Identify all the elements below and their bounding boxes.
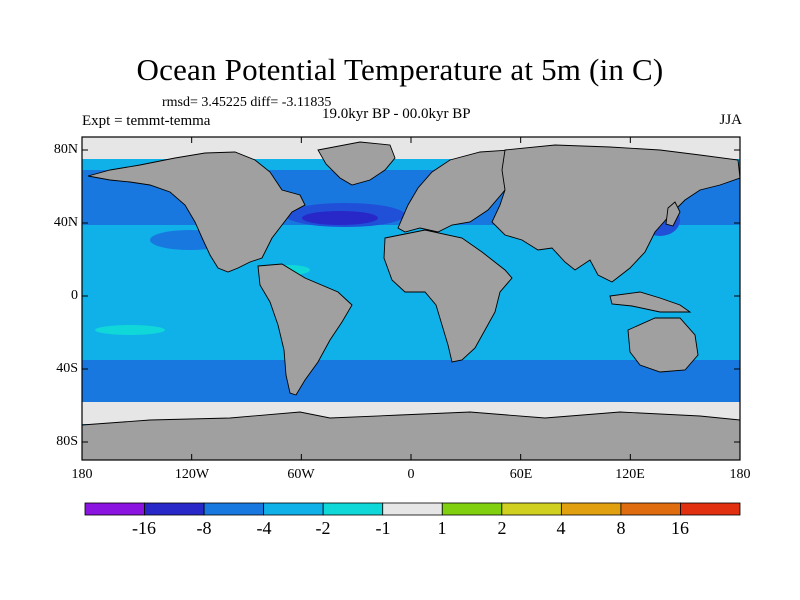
colorbar-label: -16 <box>132 518 156 538</box>
colorbar-label: 2 <box>497 518 507 538</box>
lon-tick-60w: 60W <box>287 467 315 482</box>
antarctica <box>82 411 740 460</box>
southeast-asia-islands <box>609 291 692 313</box>
lon-tick-60e: 60E <box>509 467 533 482</box>
colorbar-label: 1 <box>437 518 447 538</box>
period-label: 19.0kyr BP - 00.0kyr BP <box>322 106 471 122</box>
patch-cyan-pacific <box>95 325 165 335</box>
colorbar-swatch <box>84 502 145 516</box>
lon-tick-120w: 120W <box>174 467 210 482</box>
colorbar-label: 16 <box>671 518 689 538</box>
africa <box>383 229 513 363</box>
colorbar-swatch <box>263 502 324 516</box>
stats-text: rmsd= 3.45225 diff= -3.11835 <box>162 95 332 110</box>
colorbar-swatch <box>382 502 443 516</box>
map-area <box>82 137 740 460</box>
south-america <box>257 263 353 396</box>
lat-tick-80s: 80S <box>56 434 78 449</box>
colorbar-swatch <box>560 502 622 516</box>
colorbar-label: 8 <box>616 518 626 538</box>
lon-tick-180e: 180 <box>729 467 751 482</box>
lat-tick-40s: 40S <box>56 361 78 376</box>
colorbar-label: -4 <box>256 518 272 538</box>
band-southern-cold <box>82 360 740 408</box>
japan <box>665 201 681 227</box>
map-title: Ocean Potential Temperature at 5m (in C) <box>136 52 664 87</box>
colorbar-swatch <box>144 502 205 516</box>
colorbar <box>84 502 741 516</box>
asia <box>491 144 740 283</box>
colorbar-label: -8 <box>196 518 212 538</box>
band-north-atlantic-core <box>302 211 378 225</box>
colorbar-label: 4 <box>556 518 566 538</box>
season-label: JJA <box>719 112 742 128</box>
experiment-label: Expt = temmt-temma <box>82 113 211 129</box>
land-masses <box>82 141 740 460</box>
greenland <box>317 141 396 186</box>
colorbar-swatch <box>203 502 265 516</box>
lon-tick-120e: 120E <box>615 467 645 482</box>
lat-tick-80n: 80N <box>53 142 78 157</box>
colorbar-swatch <box>680 502 741 516</box>
colorbar-swatch <box>501 502 562 516</box>
lat-tick-0: 0 <box>71 288 78 303</box>
north-america <box>87 151 306 273</box>
colorbar-label: -1 <box>375 518 391 538</box>
colorbar-swatch <box>620 502 681 516</box>
lon-tick-0: 0 <box>407 467 415 482</box>
lon-tick-180w: 180 <box>71 467 93 482</box>
axis-ticks <box>82 137 740 460</box>
australia <box>627 317 699 373</box>
colorbar-swatch <box>441 502 503 516</box>
colorbar-swatch <box>322 502 384 516</box>
map-frame <box>81 136 741 461</box>
colorbar-label: -2 <box>315 518 331 538</box>
lat-tick-40n: 40N <box>53 215 78 230</box>
